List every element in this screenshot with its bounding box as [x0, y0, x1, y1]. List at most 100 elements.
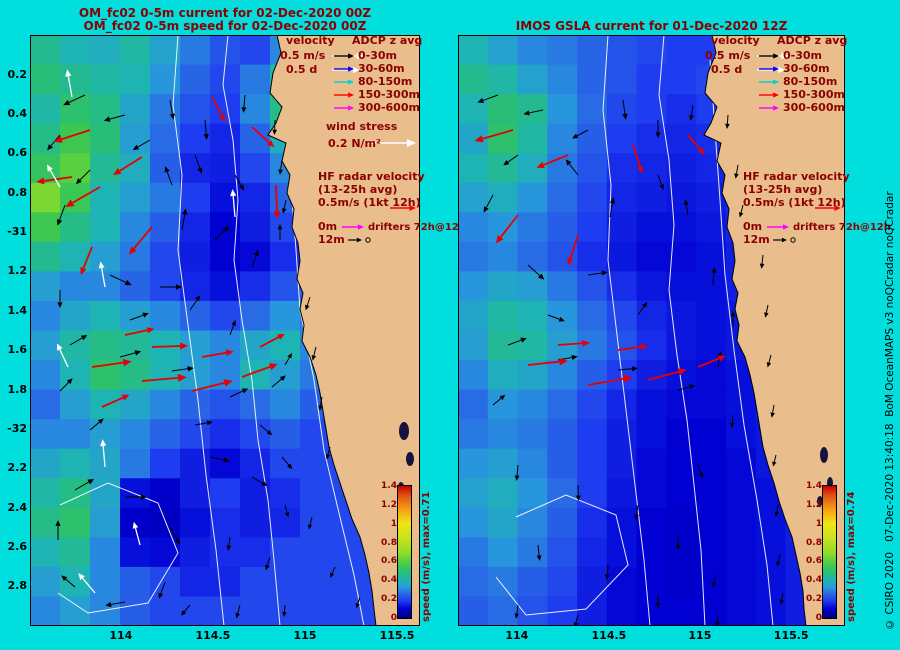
vector-arrow-shaft: [726, 114, 729, 124]
legend-text: 0-30m: [783, 49, 822, 62]
vector-arrow-shaft: [547, 314, 560, 320]
vector-arrow-shaft: [773, 454, 777, 462]
vector-arrow-shaft: [89, 421, 100, 431]
vector-arrow-head: [407, 138, 416, 148]
vector-arrow-shaft: [183, 604, 191, 613]
vector-arrow-shaft: [568, 163, 579, 176]
vector-arrow-head: [356, 237, 362, 243]
vector-arrow-shaft: [576, 129, 589, 137]
legend-text: (13-25h avg): [318, 183, 398, 196]
y-tick-label: -32: [7, 422, 27, 436]
x-tick-label: 115.5: [379, 629, 415, 642]
vector-arrow-head: [495, 235, 504, 244]
panel-title: IMOS GSLA current for 01-Dec-2020 12Z: [458, 20, 845, 33]
vector-arrow-shaft: [171, 368, 188, 372]
vector-arrow-head: [100, 439, 107, 447]
vector-arrow-shaft: [587, 272, 603, 276]
vector-arrow-head: [348, 105, 354, 111]
vector-arrow-head: [142, 312, 149, 318]
vector-arrow-head: [277, 333, 285, 340]
vector-arrow-head: [174, 537, 180, 545]
map-svg: [30, 35, 420, 626]
vector-arrow-shaft: [557, 342, 583, 346]
vector-arrow-head: [235, 612, 240, 619]
legend-text: 0.5 d: [711, 63, 743, 76]
legend-text: 300-600m: [783, 101, 845, 114]
vector-arrow-head: [834, 205, 841, 211]
vector-arrow-head: [718, 355, 726, 362]
vector-arrow-shaft: [575, 614, 579, 623]
legend-text: 30-60m: [783, 62, 830, 75]
vector-arrow-head: [773, 92, 779, 98]
vector-arrow-shaft: [82, 246, 93, 269]
legend-text: 0.5 m/s: [705, 49, 751, 62]
vector-arrow-head: [281, 208, 287, 214]
vector-arrow-head: [348, 66, 354, 72]
vector-arrow-shaft: [49, 169, 61, 188]
vector-arrow-shaft: [529, 109, 544, 114]
vector-arrow-shaft: [687, 134, 702, 151]
legend-text: 0m: [318, 220, 338, 233]
vector-arrow-shaft: [772, 404, 775, 413]
vector-arrow-head: [773, 105, 779, 111]
y-tick-label: 1.2: [7, 264, 28, 278]
vector-arrow-shaft: [499, 214, 519, 238]
vector-arrow-shaft: [740, 204, 744, 213]
vector-arrow-shaft: [133, 226, 153, 250]
vector-arrow-head: [571, 354, 578, 361]
vector-arrow-head: [113, 168, 122, 176]
vector-arrow-head: [738, 212, 744, 218]
vector-arrow-shaft: [516, 464, 519, 476]
vector-arrow-head: [348, 79, 354, 85]
vector-arrow-shaft: [82, 577, 96, 594]
colorbar-tick: 1.4: [381, 481, 397, 491]
vector-arrow-shaft: [492, 397, 502, 406]
vector-arrow-head: [725, 123, 730, 129]
drifter-circle-marker: [790, 237, 796, 243]
colorbar-tick: 0.8: [381, 537, 397, 548]
vector-arrow-shaft: [59, 381, 70, 392]
vector-arrow-shaft: [281, 456, 290, 466]
vector-arrow-head: [778, 66, 785, 74]
vector-arrow-shaft: [716, 614, 719, 623]
vector-arrow-shaft: [776, 504, 779, 513]
vector-arrow-shaft: [761, 254, 764, 264]
vector-arrow-shaft: [516, 604, 519, 614]
vector-arrow-shaft: [141, 376, 179, 382]
colorbar-tick: 0: [815, 613, 822, 623]
vector-arrow-head: [730, 422, 735, 428]
vector-arrow-shaft: [65, 578, 76, 588]
vector-arrow-head: [103, 116, 111, 122]
vector-arrow-head: [194, 295, 201, 302]
vector-arrow-head: [558, 316, 565, 322]
y-tick-label: 0.8: [7, 185, 28, 199]
vector-arrow-head: [325, 454, 331, 460]
vector-arrow-head: [134, 350, 142, 356]
x-tick-label: 115.5: [773, 629, 809, 642]
vector-arrow-head: [65, 199, 75, 207]
vector-arrow-head: [766, 362, 772, 368]
vector-arrow-shaft: [647, 370, 679, 381]
vector-arrow-head: [642, 301, 648, 308]
y-tick-label: 2.4: [7, 500, 28, 514]
vector-arrow-head: [181, 610, 187, 616]
vector-arrow-head: [238, 184, 244, 191]
vector-arrow-head: [772, 461, 777, 467]
colorbar-label: speed (m/s), max=0.74: [846, 491, 857, 622]
vector-arrow-head: [711, 267, 717, 273]
vector-arrow-shaft: [587, 377, 624, 386]
vector-arrow-head: [66, 378, 73, 385]
vector-arrow-head: [55, 520, 61, 526]
vector-arrow-shaft: [61, 129, 91, 141]
legend-text: ADCP z avg: [777, 34, 848, 47]
vector-arrow-shaft: [68, 94, 86, 103]
y-tick-label: 0.6: [7, 146, 28, 160]
vector-arrow-head: [286, 463, 293, 470]
credit-text: © CSIRO 2020 07-Dec-2020 13:40:18 BoM Oc…: [884, 191, 896, 630]
x-tick-label: 115: [293, 629, 317, 642]
vector-arrow-shaft: [214, 229, 226, 241]
vector-arrow-shaft: [712, 272, 715, 286]
vector-arrow-shaft: [309, 516, 313, 525]
vector-arrow-head: [223, 379, 233, 387]
vector-arrow-shaft: [229, 324, 235, 336]
